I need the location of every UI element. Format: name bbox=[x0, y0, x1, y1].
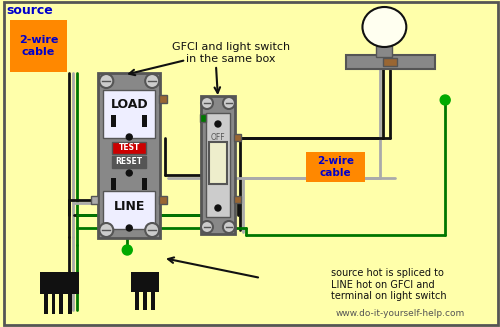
Circle shape bbox=[100, 74, 114, 88]
Circle shape bbox=[145, 74, 159, 88]
Bar bbox=[104, 90, 155, 138]
Bar bbox=[143, 292, 147, 310]
Bar bbox=[151, 292, 155, 310]
Bar bbox=[104, 191, 155, 229]
Text: 2-wire
cable: 2-wire cable bbox=[317, 156, 354, 178]
Bar bbox=[142, 115, 147, 127]
Bar bbox=[92, 196, 98, 204]
Circle shape bbox=[223, 221, 235, 233]
Circle shape bbox=[100, 223, 114, 237]
Bar bbox=[112, 142, 146, 154]
Bar bbox=[112, 178, 116, 190]
Bar bbox=[40, 272, 80, 294]
Bar bbox=[234, 134, 241, 141]
Bar bbox=[346, 55, 435, 69]
Bar bbox=[98, 73, 160, 238]
Bar bbox=[10, 20, 68, 72]
Bar bbox=[200, 114, 206, 122]
Circle shape bbox=[126, 134, 132, 140]
Circle shape bbox=[223, 97, 235, 109]
Bar bbox=[206, 113, 230, 217]
Circle shape bbox=[201, 221, 213, 233]
Bar bbox=[234, 196, 241, 203]
Circle shape bbox=[215, 121, 221, 127]
Bar bbox=[44, 294, 48, 314]
Bar bbox=[68, 294, 72, 314]
Bar bbox=[60, 294, 64, 314]
Bar bbox=[209, 142, 227, 184]
Circle shape bbox=[215, 205, 221, 211]
Text: OFF: OFF bbox=[210, 133, 226, 143]
Bar bbox=[306, 152, 366, 182]
Bar bbox=[52, 294, 56, 314]
Text: 2-wire
cable: 2-wire cable bbox=[19, 35, 58, 57]
Text: source hot is spliced to
LINE hot on GFCI and
terminal on light switch: source hot is spliced to LINE hot on GFC… bbox=[330, 268, 446, 301]
Bar bbox=[159, 95, 167, 103]
Circle shape bbox=[126, 170, 132, 176]
Text: source: source bbox=[6, 4, 53, 16]
Text: LINE: LINE bbox=[114, 199, 145, 213]
Bar bbox=[112, 156, 146, 168]
Bar bbox=[112, 115, 116, 127]
Circle shape bbox=[145, 223, 159, 237]
Circle shape bbox=[126, 225, 132, 231]
Ellipse shape bbox=[362, 7, 406, 47]
Text: GFCI and light switch
in the same box: GFCI and light switch in the same box bbox=[172, 42, 290, 63]
Bar bbox=[384, 58, 398, 66]
Circle shape bbox=[122, 245, 132, 255]
Bar bbox=[159, 196, 167, 204]
Circle shape bbox=[201, 97, 213, 109]
Circle shape bbox=[440, 95, 450, 105]
Text: www.do-it-yourself-help.com: www.do-it-yourself-help.com bbox=[336, 309, 465, 318]
Text: TEST: TEST bbox=[118, 144, 140, 152]
Text: LOAD: LOAD bbox=[110, 98, 148, 112]
Bar bbox=[131, 272, 159, 292]
Bar bbox=[135, 292, 139, 310]
Text: RESET: RESET bbox=[116, 158, 143, 166]
Bar bbox=[201, 96, 235, 234]
Bar bbox=[142, 178, 147, 190]
Bar bbox=[376, 41, 392, 57]
